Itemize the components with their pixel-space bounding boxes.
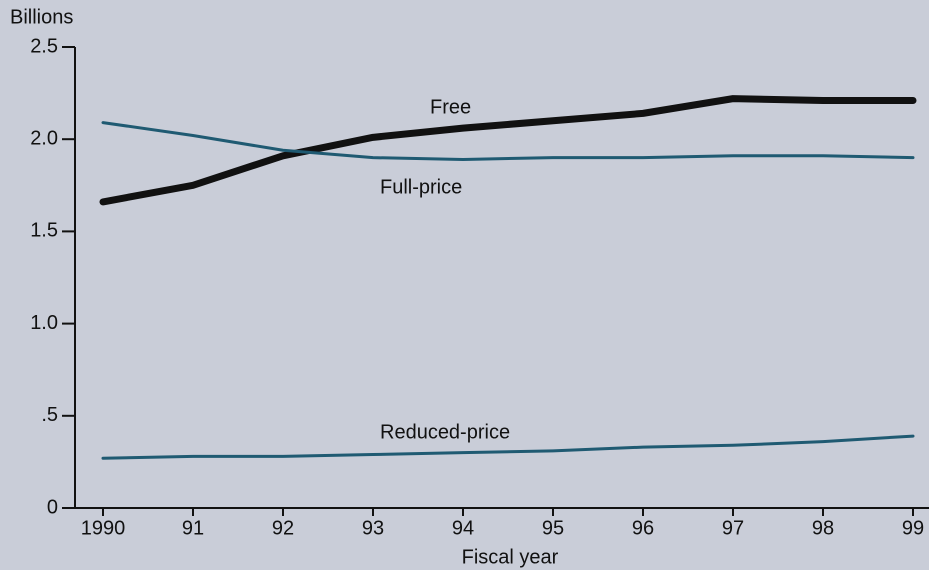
y-axis-label: Billions — [10, 6, 73, 28]
y-tick-label: 1.0 — [30, 312, 58, 334]
x-tick-label: 98 — [812, 517, 834, 539]
series-label: Reduced-price — [380, 421, 510, 443]
line-series — [101, 121, 915, 161]
x-tick-label: 91 — [182, 517, 204, 539]
x-tick-label: 99 — [902, 517, 924, 539]
x-tick-label: 97 — [722, 517, 744, 539]
x-axis-label: Fiscal year — [462, 546, 559, 568]
line-series — [101, 434, 915, 460]
x-tick-label: 1990 — [81, 517, 126, 539]
x-tick-label: 95 — [542, 517, 564, 539]
x-tick-label: 94 — [452, 517, 474, 539]
series-label: Free — [430, 96, 471, 118]
y-tick-label: 0 — [47, 496, 58, 518]
x-tick-label: 93 — [362, 517, 384, 539]
x-tick-label: 96 — [632, 517, 654, 539]
y-tick-label: 1.5 — [30, 220, 58, 242]
line-series — [99, 95, 917, 206]
y-tick-label: 2.5 — [30, 35, 58, 57]
y-tick-label: .5 — [41, 404, 58, 426]
series-label: Full-price — [380, 176, 462, 198]
y-tick-label: 2.0 — [30, 127, 58, 149]
x-tick-label: 92 — [272, 517, 294, 539]
